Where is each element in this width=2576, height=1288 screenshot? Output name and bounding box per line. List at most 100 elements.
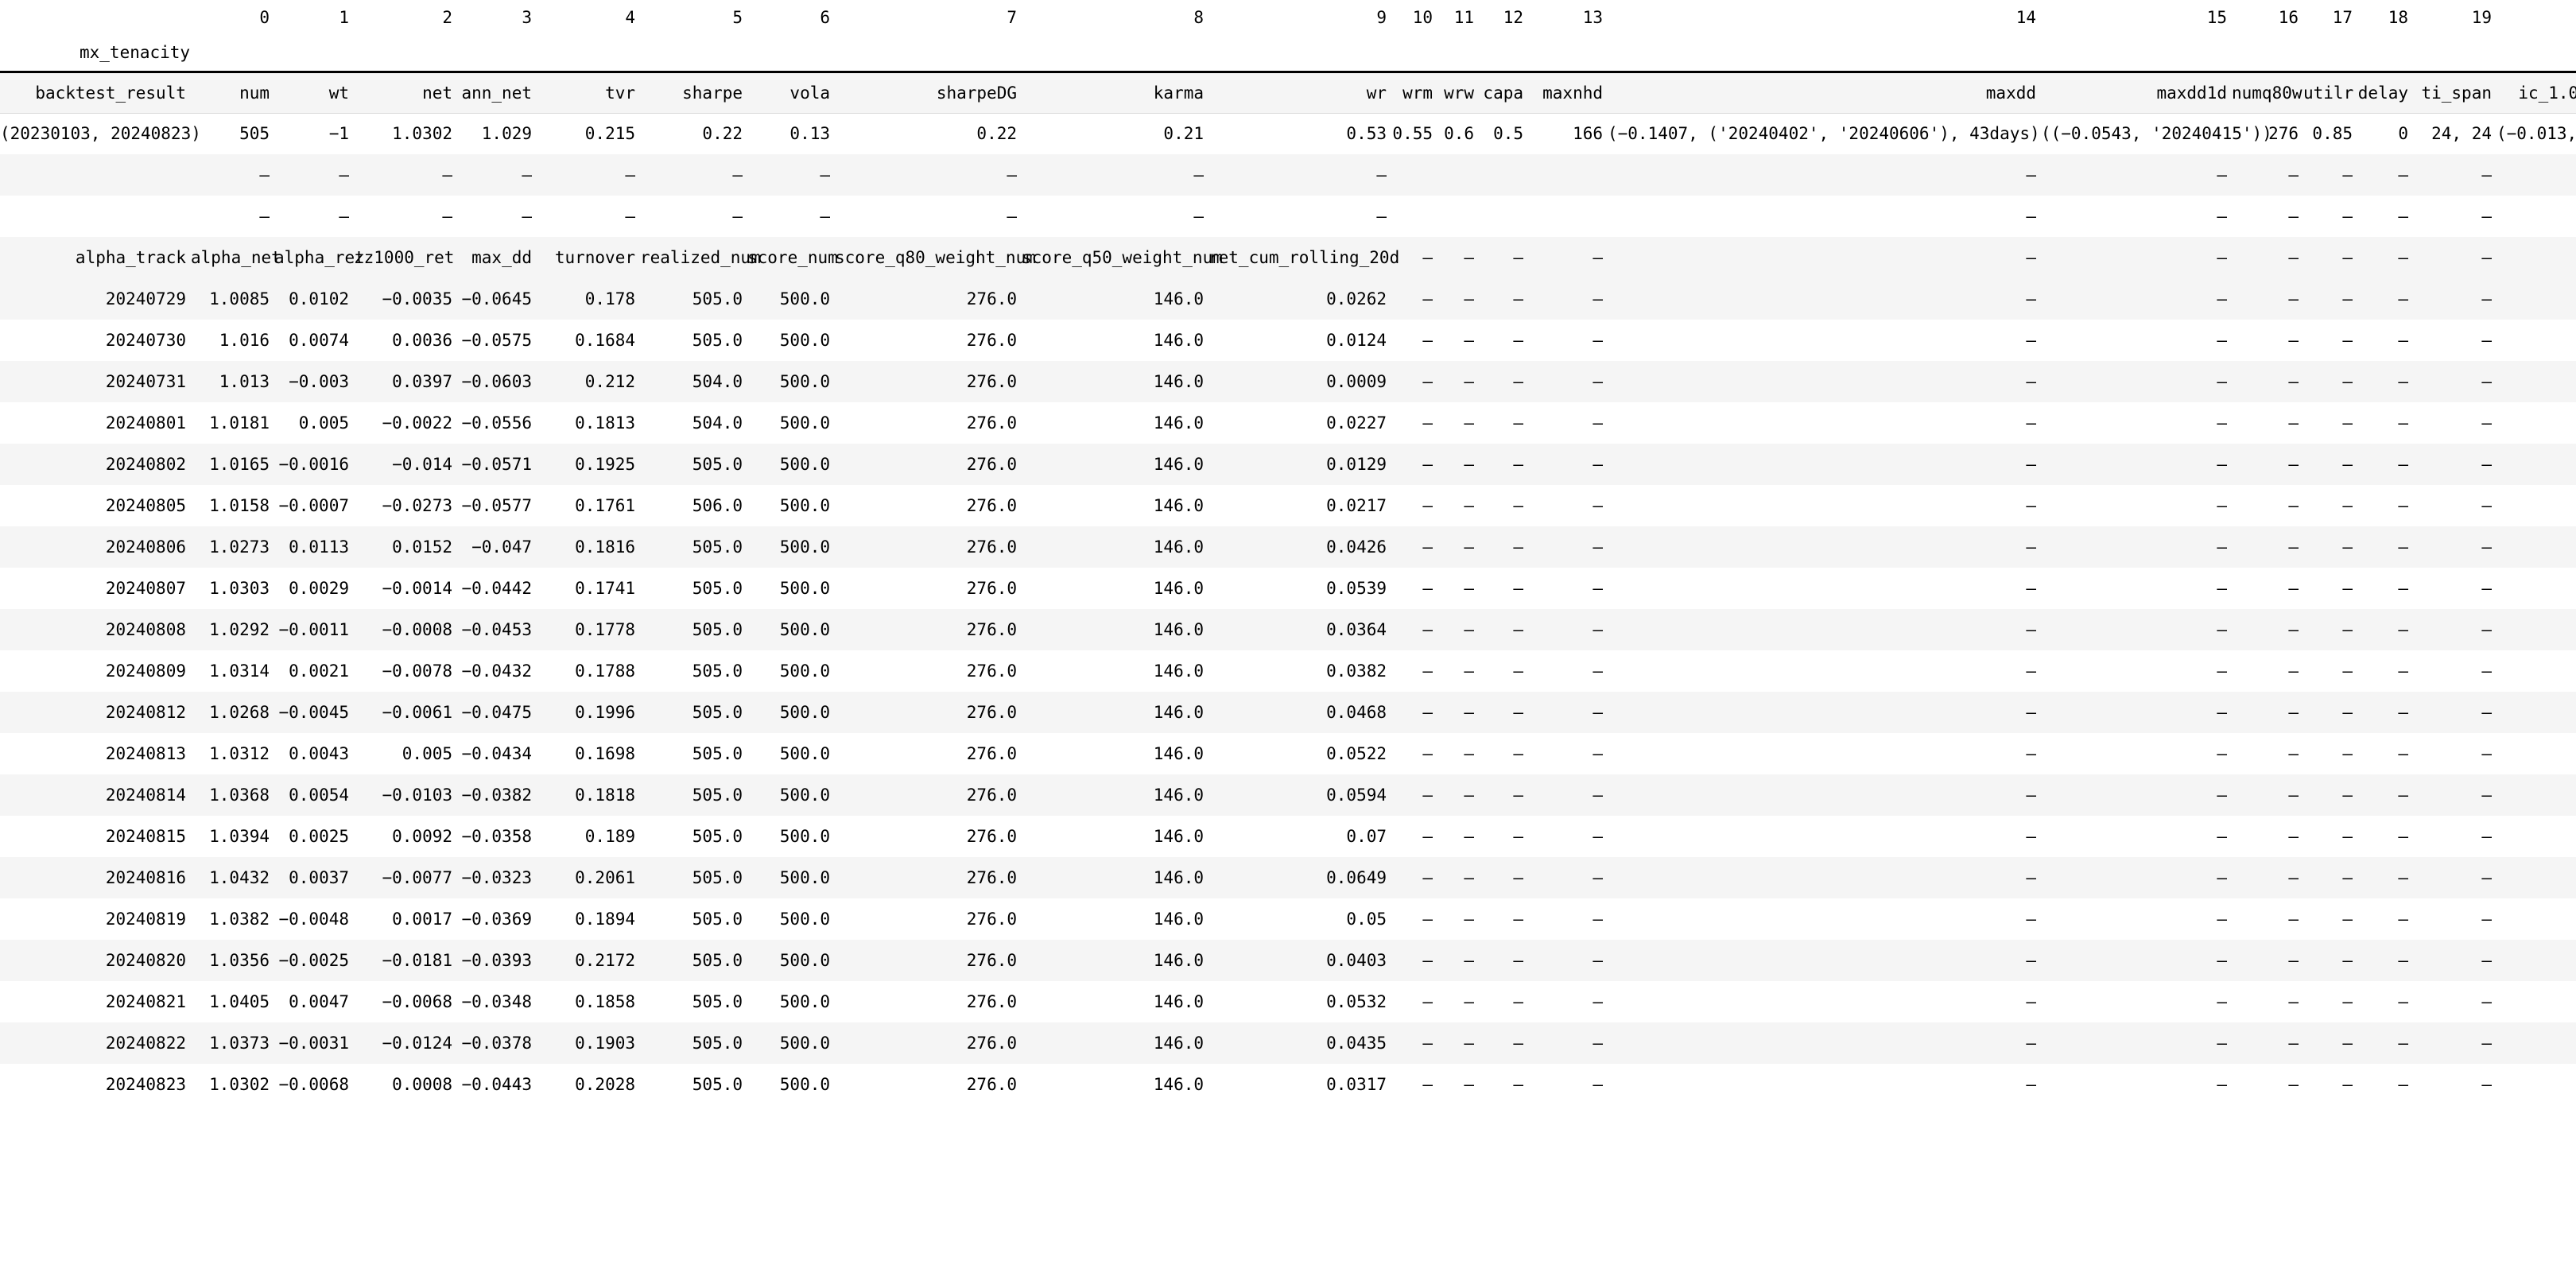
cell-c12: — [1464, 744, 1474, 763]
cell-sharpe: — [732, 207, 743, 226]
table-row[interactable]: 20240808 1.0292 −0.0011 −0.0008 −0.0453 0.177… [0, 609, 2576, 650]
cell-c12: — [1464, 1075, 1474, 1094]
colnum-7: 7 [1007, 8, 1017, 27]
header-wr[interactable]: wr [1208, 70, 1391, 114]
header-maxdd[interactable]: maxdd [1608, 70, 2041, 114]
header-dash-14: — [1593, 248, 1603, 267]
cell-c18: — [2342, 786, 2353, 805]
table-row[interactable]: 20240809 1.0314 0.0021 −0.0078 −0.0432 0.1788… [0, 650, 2576, 692]
table-row[interactable]: 20240807 1.0303 0.0029 −0.0014 −0.0442 0.1741… [0, 568, 2576, 609]
header-backtest-result[interactable]: backtest_result [0, 70, 191, 114]
header-max-dd[interactable]: max_dd [471, 248, 532, 267]
header-wt[interactable]: wt [274, 70, 354, 114]
cell-c13: — [1513, 413, 1523, 433]
table-row[interactable]: 20240805 1.0158 −0.0007 −0.0273 −0.0577 0.176… [0, 485, 2576, 526]
colnum-9: 9 [1376, 8, 1387, 27]
header-sharpedg[interactable]: sharpeDG [835, 70, 1022, 114]
header-delay[interactable]: delay [2357, 70, 2413, 114]
cell-alpha-ret: 0.0102 [289, 289, 349, 308]
cell-c18: — [2342, 703, 2353, 722]
header-sharpe[interactable]: sharpe [640, 70, 747, 114]
table-row[interactable]: 20240819 1.0382 −0.0048 0.0017 −0.0369 0.1894… [0, 898, 2576, 940]
header-vola[interactable]: vola [747, 70, 835, 114]
cell-c20: — [2481, 910, 2492, 929]
table-row[interactable]: 20240729 1.0085 0.0102 −0.0035 −0.0645 0.178 5… [0, 278, 2576, 320]
header-maxnhd[interactable]: maxnhd [1528, 70, 1608, 114]
table-row[interactable]: 20240815 1.0394 0.0025 0.0092 −0.0358 0.189 50… [0, 816, 2576, 857]
cell-alpha-ret: −0.0007 [278, 496, 349, 515]
header-num[interactable]: num [191, 70, 274, 114]
cell-numq80w: — [2288, 165, 2299, 184]
header-alpha-net[interactable]: alpha_net [191, 248, 281, 267]
header-score-q80-weight-num[interactable]: score_q80_weight_num [835, 248, 1036, 267]
table-row[interactable]: — — — — — — — — — — — — — — — — — [0, 196, 2576, 237]
header-score-num[interactable]: score_num [747, 248, 838, 267]
cell-turnover: 0.189 [584, 827, 635, 846]
cell-alpha-net: 1.0292 [209, 620, 270, 639]
cell-c13: — [1513, 289, 1523, 308]
header-score-q50-weight-num[interactable]: score_q50_weight_num [1022, 248, 1223, 267]
group-pad-17 [2232, 35, 2303, 72]
cell-realized-num: 505.0 [692, 1075, 743, 1094]
cell-alpha-ret: 0.0025 [289, 827, 349, 846]
cell-max-dd: −0.0442 [461, 579, 532, 598]
cell-c21: — [2496, 361, 2576, 402]
header-wrm[interactable]: wrm [1391, 70, 1437, 114]
cell-c14: — [1593, 703, 1603, 722]
header-ann-net[interactable]: ann_net [457, 70, 537, 114]
cell-wr: 0.53 [1346, 124, 1387, 144]
colnum-6: 6 [820, 8, 830, 27]
header-ic[interactable]: ic_1.0/0.5/1000/500/-0.5/-500 [2496, 70, 2576, 114]
table-row[interactable]: 20240806 1.0273 0.0113 0.0152 −0.047 0.1816 50… [0, 526, 2576, 568]
header-karma[interactable]: karma [1022, 70, 1208, 114]
cell-maxdd: — [2026, 207, 2036, 226]
table-row[interactable]: 20240816 1.0432 0.0037 −0.0077 −0.0323 0.2061… [0, 857, 2576, 898]
table-row[interactable]: 20240823 1.0302 −0.0068 0.0008 −0.0443 0.2028… [0, 1064, 2576, 1105]
table-row[interactable]: 20240731 1.013 −0.003 0.0397 −0.0603 0.212 504… [0, 361, 2576, 402]
cell-c21: — [2496, 526, 2576, 568]
header-wrw[interactable]: wrw [1437, 70, 1479, 114]
cell-c21: — [2496, 733, 2576, 774]
header-zz1000-ret[interactable]: zz1000_ret [354, 248, 455, 267]
table-row[interactable]: 20240730 1.016 0.0074 0.0036 −0.0575 0.1684 50… [0, 320, 2576, 361]
table-row[interactable]: 20240802 1.0165 −0.0016 −0.014 −0.0571 0.1925… [0, 444, 2576, 485]
cell-c18: — [2342, 951, 2353, 970]
table-row[interactable]: 20240812 1.0268 −0.0045 −0.0061 −0.0475 0.199… [0, 692, 2576, 733]
header-numq80w[interactable]: numq80w [2232, 70, 2303, 114]
header-realized-num[interactable]: realized_num [640, 248, 761, 267]
header-maxdd1d[interactable]: maxdd1d [2041, 70, 2232, 114]
table-row[interactable]: 20240821 1.0405 0.0047 −0.0068 −0.0348 0.1858… [0, 981, 2576, 1022]
table-row[interactable]: 20240820 1.0356 −0.0025 −0.0181 −0.0393 0.217… [0, 940, 2576, 981]
cell-c13: — [1513, 992, 1523, 1011]
header-tvr[interactable]: tvr [537, 70, 640, 114]
table-row[interactable]: — — — — — — — — — — — — — — — — — [0, 154, 2576, 196]
table-row[interactable]: (20230103, 20240823) 505 −1 1.0302 1.029… [0, 113, 2576, 154]
group-pad-6 [640, 35, 747, 72]
cell-c18: — [2342, 910, 2353, 929]
cell-ret-cum-rolling-20d: 0.07 [1346, 827, 1387, 846]
table-row[interactable]: 20240814 1.0368 0.0054 −0.0103 −0.0382 0.1818… [0, 774, 2576, 816]
header-capa[interactable]: capa [1479, 70, 1528, 114]
cell-alpha-track: 20240816 [105, 868, 186, 887]
table-row[interactable]: 20240801 1.0181 0.005 −0.0022 −0.0556 0.1813 5… [0, 402, 2576, 444]
header-net[interactable]: net [354, 70, 457, 114]
cell-alpha-track: 20240808 [105, 620, 186, 639]
header-utilr[interactable]: utilr [2303, 70, 2357, 114]
cell-c14: — [1593, 744, 1603, 763]
header-ti-span[interactable]: ti_span [2413, 70, 2496, 114]
cell-realized-num: 505.0 [692, 620, 743, 639]
table-row[interactable]: 20240822 1.0373 −0.0031 −0.0124 −0.0378 0.190… [0, 1022, 2576, 1064]
cell-c19: — [2398, 786, 2408, 805]
header-ret-cum-rolling-20d[interactable]: ret_cum_rolling_20d [1208, 248, 1400, 267]
cell-realized-num: 505.0 [692, 331, 743, 350]
cell-c21: — [2496, 816, 2576, 857]
cell-realized-num: 505.0 [692, 289, 743, 308]
table-row[interactable]: 20240813 1.0312 0.0043 0.005 −0.0434 0.1698 50… [0, 733, 2576, 774]
cell-c15: — [2026, 537, 2036, 557]
header-turnover[interactable]: turnover [554, 248, 635, 267]
header-alpha-track[interactable]: alpha_track [75, 248, 186, 267]
cell-zz1000-ret: −0.0273 [382, 496, 452, 515]
cell-c20: — [2481, 868, 2492, 887]
header-alpha-ret[interactable]: alpha_ret [274, 248, 365, 267]
cell-ti-span: — [2481, 207, 2492, 226]
